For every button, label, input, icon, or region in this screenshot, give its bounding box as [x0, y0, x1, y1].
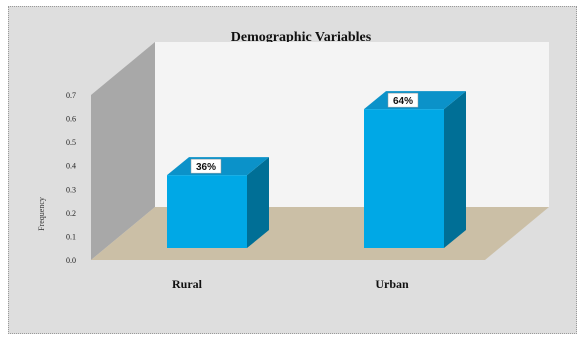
x-category-label: Rural [172, 277, 203, 291]
bar-rural: 36% [167, 157, 269, 248]
x-category-label: Urban [375, 277, 409, 291]
y-axis-ticks: 0.0 0.1 0.2 0.3 0.4 0.5 0.6 0.7 [66, 91, 76, 265]
y-tick-label: 0.4 [66, 162, 76, 171]
floor [91, 207, 549, 260]
y-tick-label: 0.5 [66, 138, 76, 147]
x-axis-categories: Rural Urban [172, 277, 409, 291]
bar-side [247, 157, 269, 248]
bar-side [444, 91, 466, 249]
y-axis-label: Frequency [37, 197, 46, 231]
left-wall [91, 42, 155, 260]
chart-frame: Demographic Variables Frequency 0.0 0.1 0.… [8, 6, 577, 334]
y-tick-label: 0.6 [66, 115, 76, 124]
bar-front [364, 109, 444, 249]
bar-urban: 64% [364, 91, 466, 249]
chart-walls [91, 42, 549, 260]
y-tick-label: 0.3 [66, 185, 76, 194]
chart-title: Demographic Variables [231, 30, 372, 45]
bar-series: 36% 64% [167, 91, 466, 249]
data-label: 36% [196, 162, 216, 173]
y-tick-label: 0.0 [66, 256, 76, 265]
y-tick-label: 0.7 [66, 91, 76, 100]
bar-chart: Demographic Variables Frequency 0.00.10.… [37, 30, 549, 291]
data-label-box [190, 158, 222, 174]
y-tick-label: 0.2 [66, 209, 76, 218]
data-label: 64% [393, 96, 413, 107]
y-tick-label: 0.1 [66, 232, 76, 241]
bar-front [167, 175, 247, 248]
data-label-box [387, 92, 419, 108]
